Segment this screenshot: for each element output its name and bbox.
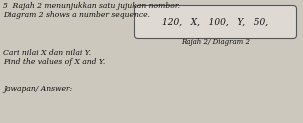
FancyBboxPatch shape: [135, 6, 297, 38]
Text: Cari nilai X dan nilai Y.: Cari nilai X dan nilai Y.: [3, 49, 91, 57]
Text: Jawapan/ Answer:: Jawapan/ Answer:: [3, 85, 72, 93]
Text: 5  Rajah 2 menunjukkan satu jujukan nombor.: 5 Rajah 2 menunjukkan satu jujukan nombo…: [3, 2, 180, 10]
Text: Diagram 2 shows a number sequence.: Diagram 2 shows a number sequence.: [3, 11, 150, 19]
Text: 120,   X,   100,   Y,   50,: 120, X, 100, Y, 50,: [162, 17, 268, 26]
Text: Rajah 2/ Diagram 2: Rajah 2/ Diagram 2: [181, 38, 250, 46]
Text: Find the values of X and Y.: Find the values of X and Y.: [3, 58, 105, 66]
